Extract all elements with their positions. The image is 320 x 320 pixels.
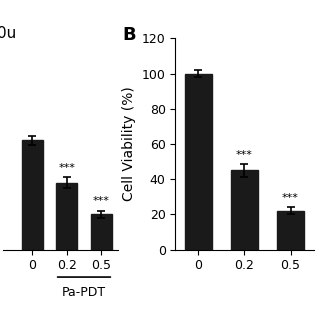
Text: B: B	[123, 26, 137, 44]
Bar	[231, 170, 258, 250]
Text: ***: ***	[58, 163, 75, 173]
Text: ***: ***	[236, 150, 253, 160]
Text: ***: ***	[93, 196, 110, 206]
Y-axis label: Cell Viability (%): Cell Viability (%)	[122, 87, 136, 201]
Bar	[22, 140, 43, 250]
Bar	[91, 214, 111, 250]
Bar	[185, 74, 212, 250]
Text: Pa-PDT: Pa-PDT	[62, 285, 106, 299]
Text: 0u: 0u	[0, 26, 17, 41]
Bar	[57, 183, 77, 250]
Text: ***: ***	[282, 193, 299, 203]
Bar	[277, 211, 304, 250]
